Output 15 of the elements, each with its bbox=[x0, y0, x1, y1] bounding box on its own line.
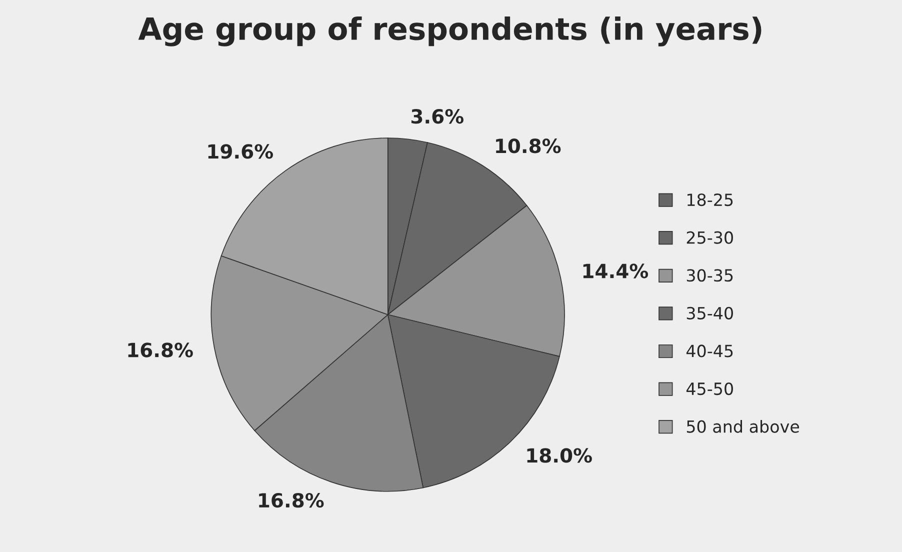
legend-label: 35-40 bbox=[686, 306, 733, 320]
legend-label: 18-25 bbox=[687, 193, 733, 206]
chart-title: Age group of respondents (in years) bbox=[138, 16, 762, 46]
legend-label: 45-50 bbox=[686, 382, 733, 396]
data-label: 16.8% bbox=[128, 342, 193, 358]
data-label: 14.4% bbox=[583, 264, 648, 278]
data-label: 16.8% bbox=[259, 492, 324, 508]
data-label: 19.6% bbox=[208, 144, 273, 159]
legend-label: 50 and above bbox=[686, 420, 800, 433]
data-label: 10.8% bbox=[496, 138, 561, 154]
legend-label: 25-30 bbox=[686, 231, 733, 244]
data-label: 18.0% bbox=[527, 448, 592, 463]
data-label: 3.6% bbox=[411, 109, 464, 124]
legend-label: 30-35 bbox=[686, 269, 733, 282]
legend-label: 40-45 bbox=[686, 344, 733, 358]
